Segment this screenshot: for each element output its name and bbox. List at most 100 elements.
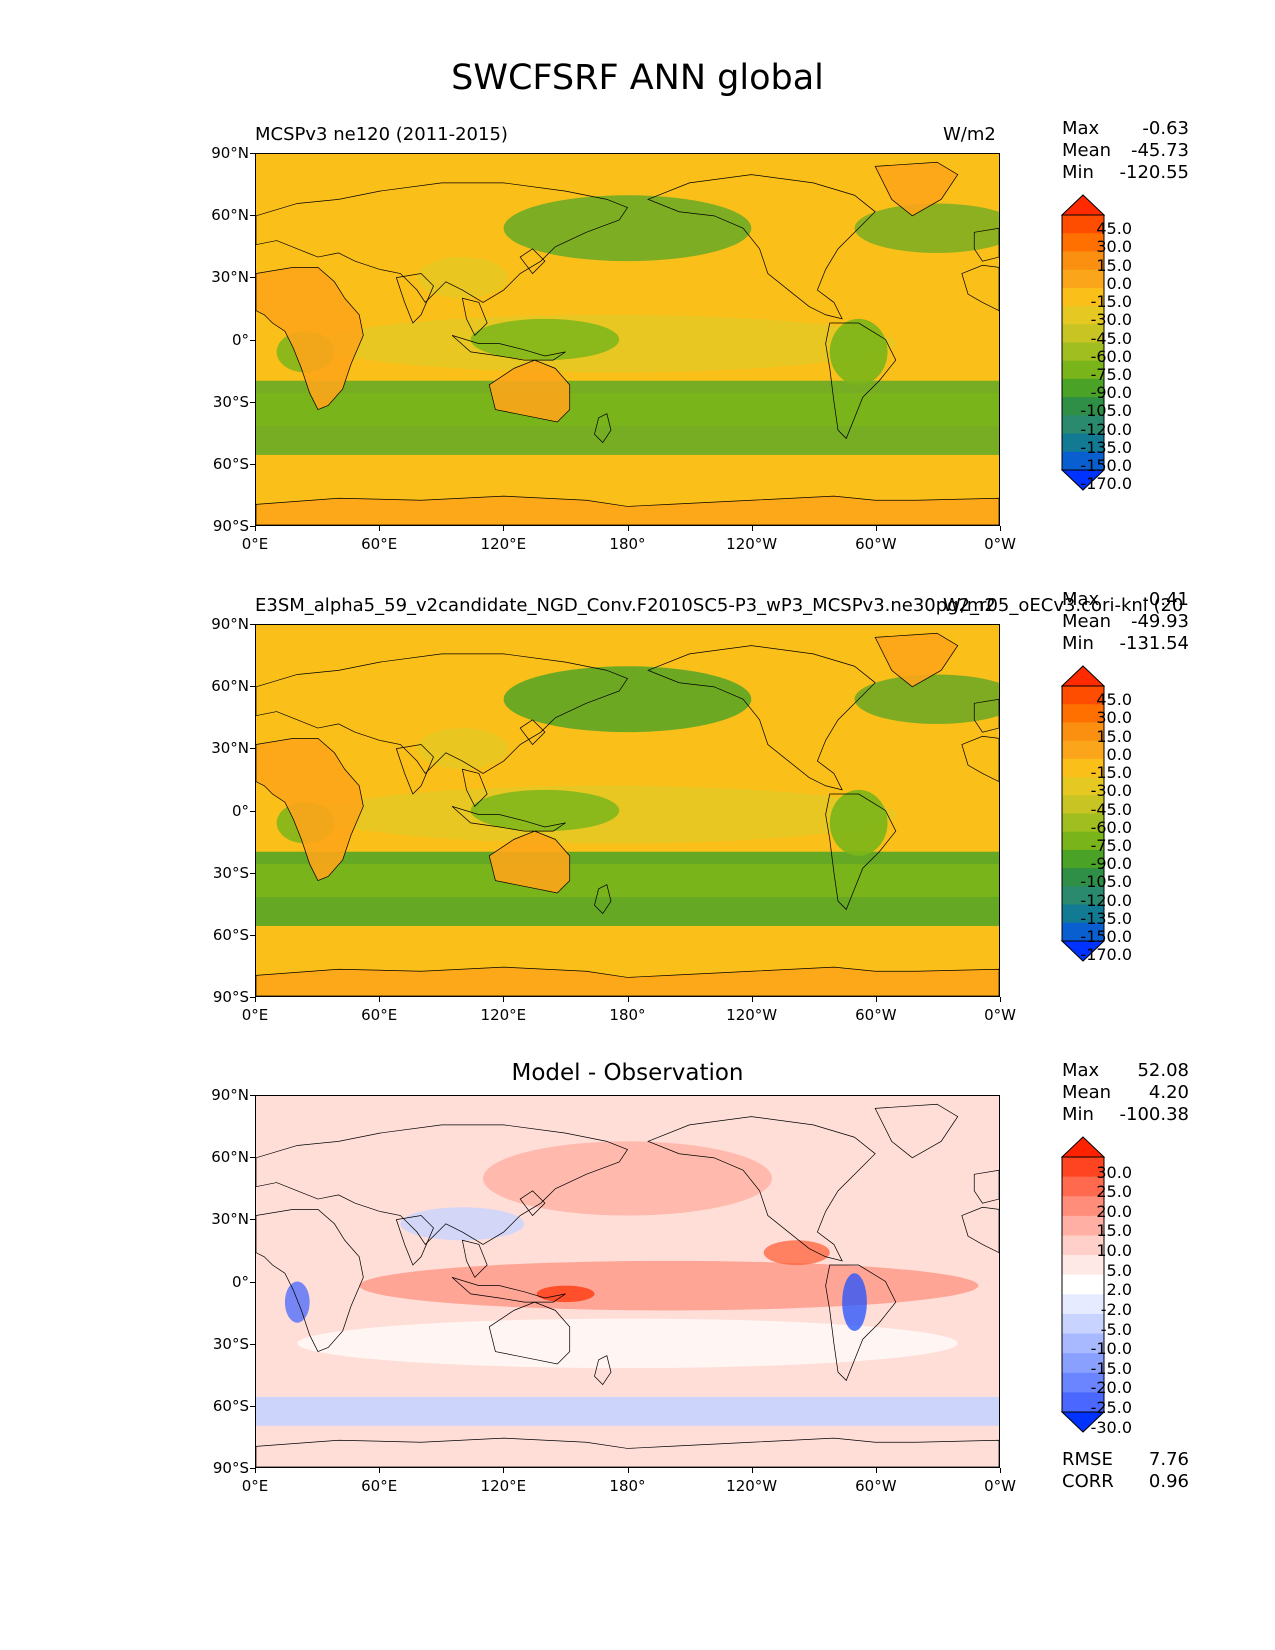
y-tick-label: 90°N	[211, 1086, 249, 1104]
southern-storm-core	[256, 864, 999, 898]
colorbar-level-label: -45.0	[1090, 328, 1132, 348]
diff-equatorial-band	[359, 1260, 979, 1311]
coastline-nz	[594, 884, 612, 915]
colorbar-level-label: -135.0	[1080, 437, 1132, 457]
coastline-australia	[488, 359, 571, 423]
colorbar-level-label: 10.0	[1096, 1241, 1132, 1261]
colorbar-swatch	[1062, 1294, 1104, 1315]
coastline-eurasia	[256, 182, 629, 303]
colorbar-swatch	[1062, 233, 1104, 252]
colorbar-swatch	[1062, 1215, 1104, 1236]
x-tick-mark	[255, 526, 256, 531]
colorbar-level-label: 30.0	[1096, 708, 1132, 728]
coastline-antarctica	[256, 966, 999, 996]
stat-mean-value: -49.93	[1130, 611, 1189, 632]
stat-max-label: Max	[1062, 118, 1100, 139]
metric-rmse-value: 7.76	[1148, 1449, 1189, 1470]
x-tick-label: 180°	[609, 1477, 646, 1495]
colorbar-swatch	[1062, 1235, 1104, 1256]
map-svg	[256, 154, 999, 525]
coastline-antarctica	[256, 1437, 999, 1467]
colorbar-level-label: -15.0	[1090, 292, 1132, 312]
coastline-namerica	[647, 174, 876, 320]
panel-model: E3SM_alpha5_59_v2candidate_NGD_Conv.F201…	[0, 0, 1275, 1024]
y-tick-mark	[250, 1468, 255, 1469]
x-tick-label: 120°W	[726, 1006, 778, 1024]
stat-mean-label: Mean	[1062, 140, 1112, 161]
colorbar-swatch	[1062, 433, 1104, 453]
x-tick-mark	[751, 1468, 753, 1473]
colorbar-level-label: 15.0	[1096, 255, 1132, 275]
colorbar-level-label: 20.0	[1096, 1201, 1132, 1221]
colorbar-swatch	[1062, 886, 1104, 906]
coastline-india	[395, 273, 434, 324]
colorbar-swatch	[1062, 287, 1104, 307]
colorbar-obs	[1061, 194, 1105, 491]
x-tick-mark	[379, 1468, 381, 1473]
y-tick-mark	[250, 686, 255, 688]
coastline-africa	[256, 738, 364, 882]
y-tick-mark	[250, 748, 255, 750]
colorbar-outline	[1061, 685, 1105, 942]
diff-africa-negative	[284, 1281, 310, 1323]
y-tick-label: 60°S	[212, 925, 249, 944]
colorbar-swatch	[1062, 360, 1104, 380]
colorbar-swatch	[1062, 215, 1104, 234]
coastline-europeWest	[973, 1169, 999, 1204]
amazon-convection	[829, 789, 888, 856]
colorbar-extend-max	[1061, 665, 1105, 687]
colorbar-level-label: 15.0	[1096, 1221, 1132, 1241]
coastline-indonesia	[451, 1277, 566, 1303]
x-tick-label: 60°W	[855, 1006, 897, 1024]
colorbar-level-label: -30.0	[1090, 1417, 1132, 1437]
colorbar-level-label: 0.0	[1106, 744, 1132, 764]
panel-diff: Model - Observation Max 52.08 Mean 4.20 Min -1…	[0, 0, 1275, 1495]
colorbar-swatch	[1062, 1157, 1104, 1178]
x-tick-label: 0°E	[241, 1006, 269, 1024]
coastline-nz	[594, 413, 612, 444]
colorbar-extend-max	[1061, 1136, 1105, 1158]
x-tick-mark	[627, 1468, 629, 1473]
stat-min-label: Min	[1062, 1104, 1094, 1125]
x-tick-label: 120°W	[726, 535, 778, 553]
colorbar-level-label: 2.0	[1106, 1280, 1132, 1300]
y-tick-label: 30°S	[212, 392, 249, 411]
coastline-india	[395, 1215, 434, 1266]
y-tick-label: 0°	[231, 1272, 249, 1291]
colorbar-level-label: -2.0	[1100, 1299, 1132, 1319]
map-svg	[256, 1096, 999, 1467]
colorbar-level-label: -120.0	[1080, 419, 1132, 439]
coastline-eurasia	[256, 653, 629, 774]
x-tick-mark	[255, 997, 256, 1002]
x-tick-mark	[875, 526, 877, 531]
coastline-indonesia	[451, 335, 566, 361]
y-tick-mark	[250, 810, 255, 812]
diff-subtropic-neutral	[297, 1318, 958, 1369]
colorbar-level-label: -105.0	[1080, 872, 1132, 892]
colorbar-level-label: 5.0	[1106, 1260, 1132, 1280]
panel-obs: MCSPv3 ne120 (2011-2015) W/m2 Max -0.63 Mean…	[0, 0, 1275, 553]
coastline-australia	[488, 830, 571, 894]
x-tick-mark	[627, 997, 629, 1002]
x-tick-label: 120°E	[480, 535, 527, 553]
colorbar-swatch	[1062, 1372, 1104, 1393]
metric-rmse-label: RMSE	[1062, 1449, 1113, 1470]
coastline-samerica	[825, 793, 897, 911]
x-tick-label: 60°E	[361, 535, 398, 553]
x-tick-label: 0°W	[984, 535, 1016, 553]
colorbar-swatch	[1062, 251, 1104, 271]
colorbar-outline	[1061, 214, 1105, 471]
x-tick-label: 60°W	[855, 1477, 897, 1495]
y-tick-label: 0°	[231, 330, 249, 349]
colorbar-level-label: -105.0	[1080, 401, 1132, 421]
panel-title-center: Model - Observation	[511, 1060, 744, 1086]
stat-max-value: 52.08	[1137, 1060, 1189, 1081]
colorbar-level-label: -170.0	[1080, 945, 1132, 965]
colorbar-level-label: -20.0	[1090, 1378, 1132, 1398]
coastline-seasia	[461, 297, 488, 336]
y-tick-mark	[250, 153, 255, 154]
colorbar-swatch	[1062, 1274, 1104, 1295]
colorbar-model	[1061, 665, 1105, 962]
x-tick-label: 120°E	[480, 1006, 527, 1024]
colorbar-swatch	[1062, 1196, 1104, 1217]
